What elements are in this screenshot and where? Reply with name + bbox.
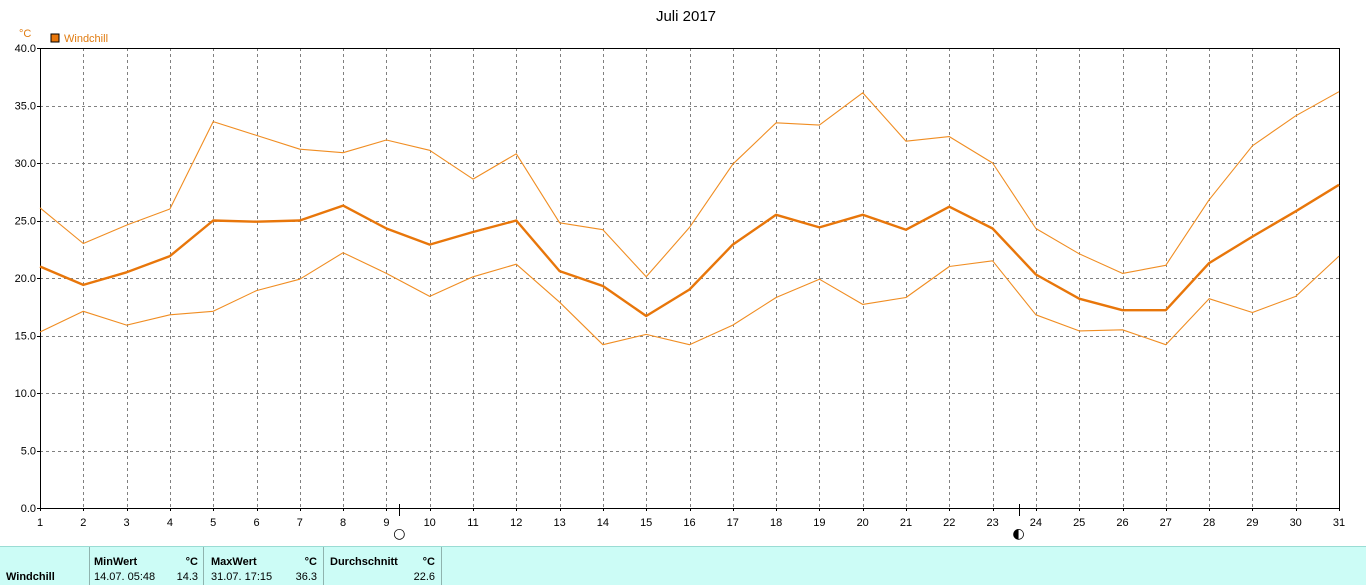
series-line-max bbox=[39, 91, 1340, 278]
series-line-min bbox=[39, 252, 1340, 346]
x-tick-label: 29 bbox=[1246, 517, 1258, 529]
y-tick-label: 35.0 bbox=[15, 101, 36, 113]
x-tick-label: 27 bbox=[1160, 517, 1172, 529]
chart: 1 2 3 4 5 6 7 8 9 10 11 12 13 14 15 16 17 18 19 20 21 22 23 24 2… bbox=[15, 8, 1346, 542]
x-tick-label: 21 bbox=[900, 517, 912, 529]
grid bbox=[40, 48, 1339, 508]
x-tick-label: 12 bbox=[510, 517, 522, 529]
y-tick-label: 10.0 bbox=[15, 388, 36, 400]
stats-max-cell: MaxWert °C 31.07. 17:15 36.3 bbox=[204, 547, 324, 585]
x-tick-label: 26 bbox=[1116, 517, 1128, 529]
y-axis-unit: °C bbox=[19, 28, 31, 40]
moon-phase-markers: ○ ◐ bbox=[393, 504, 1025, 542]
x-tick-label: 22 bbox=[943, 517, 955, 529]
x-tick-label: 30 bbox=[1290, 517, 1302, 529]
y-tick-label: 5.0 bbox=[21, 446, 36, 458]
legend: Windchill bbox=[50, 33, 108, 45]
stats-min-cell: MinWert °C 14.07. 05:48 14.3 bbox=[90, 547, 204, 585]
legend-swatch-windchill bbox=[50, 33, 60, 43]
stats-avg-cell: Durchschnitt °C 22.6 bbox=[324, 547, 442, 585]
full-moon-icon: ○ bbox=[393, 526, 405, 542]
half-moon-icon: ◐ bbox=[1012, 526, 1024, 542]
y-tick-label: 0.0 bbox=[21, 503, 36, 515]
x-tick-label: 23 bbox=[986, 517, 998, 529]
x-tick-label: 18 bbox=[770, 517, 782, 529]
x-tick-label: 5 bbox=[210, 517, 216, 529]
stats-min-value: 14.3 bbox=[176, 571, 198, 583]
stats-max-value: 36.3 bbox=[295, 571, 317, 583]
y-axis-ticks: 0.0 5.0 10.0 15.0 20.0 25.0 30.0 35.0 40.0 bbox=[15, 43, 40, 515]
stats-min-datetime: 14.07. 05:48 bbox=[94, 571, 156, 583]
x-tick-label: 14 bbox=[597, 517, 609, 529]
x-tick-label: 25 bbox=[1073, 517, 1085, 529]
x-tick-label: 10 bbox=[424, 517, 436, 529]
x-tick-label: 19 bbox=[813, 517, 825, 529]
x-tick-label: 7 bbox=[297, 517, 303, 529]
x-tick-label: 15 bbox=[640, 517, 652, 529]
stats-avg-header: Durchschnitt bbox=[330, 556, 398, 568]
x-tick-label: 20 bbox=[857, 517, 869, 529]
stats-max-header: MaxWert bbox=[211, 556, 257, 568]
series-line-mean bbox=[39, 183, 1340, 318]
stats-avg-unit: °C bbox=[422, 556, 435, 568]
x-tick-label: 17 bbox=[727, 517, 739, 529]
stats-max-unit: °C bbox=[304, 556, 317, 568]
x-tick-label: 3 bbox=[124, 517, 130, 529]
x-tick-label: 4 bbox=[167, 517, 173, 529]
x-tick-label: 6 bbox=[253, 517, 259, 529]
y-tick-label: 30.0 bbox=[15, 158, 36, 170]
stats-min-header: MinWert bbox=[94, 556, 138, 568]
x-tick-label: 13 bbox=[553, 517, 565, 529]
y-tick-label: 20.0 bbox=[15, 273, 36, 285]
x-axis-ticks: 1 2 3 4 5 6 7 8 9 10 11 12 13 14 15 16 17 18 19 20 21 22 23 24 2… bbox=[37, 508, 1345, 529]
x-tick-label: 24 bbox=[1030, 517, 1042, 529]
y-tick-label: 25.0 bbox=[15, 216, 36, 228]
stats-series-cell: Windchill bbox=[0, 547, 90, 585]
statistics-bar: Windchill MinWert °C 14.07. 05:48 14.3 M… bbox=[0, 546, 1366, 585]
x-tick-label: 11 bbox=[467, 517, 478, 529]
x-tick-label: 28 bbox=[1203, 517, 1215, 529]
x-tick-label: 9 bbox=[383, 517, 389, 529]
legend-label-windchill: Windchill bbox=[64, 33, 108, 45]
stats-avg-value: 22.6 bbox=[413, 571, 435, 583]
chart-title: Juli 2017 bbox=[656, 8, 716, 25]
stats-series-label: Windchill bbox=[6, 571, 55, 583]
x-tick-label: 2 bbox=[80, 517, 86, 529]
y-tick-label: 15.0 bbox=[15, 331, 36, 343]
x-tick-label: 8 bbox=[340, 517, 346, 529]
x-tick-label: 31 bbox=[1333, 517, 1345, 529]
stats-max-datetime: 31.07. 17:15 bbox=[211, 571, 273, 583]
series-layer bbox=[39, 91, 1340, 346]
y-tick-label: 40.0 bbox=[15, 43, 36, 55]
x-tick-label: 1 bbox=[37, 517, 43, 529]
x-tick-label: 16 bbox=[683, 517, 695, 529]
stats-min-unit: °C bbox=[185, 556, 198, 568]
